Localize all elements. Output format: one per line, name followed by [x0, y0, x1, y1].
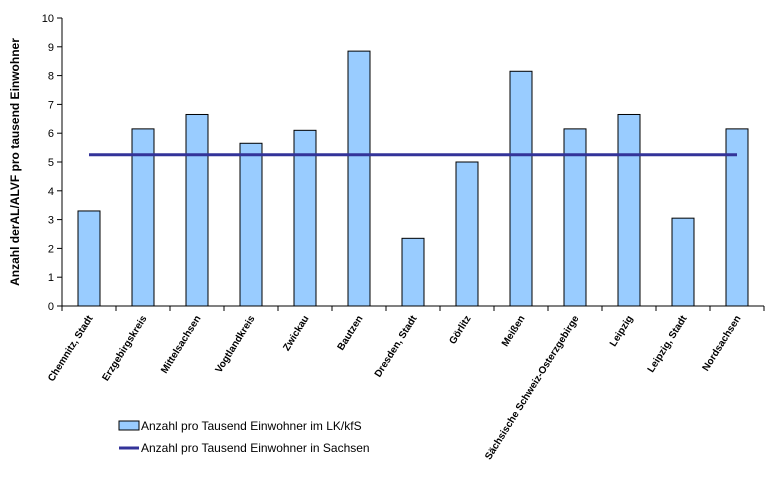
y-tick-label: 2 — [48, 243, 54, 255]
y-tick-label: 6 — [48, 128, 54, 140]
bar — [617, 113, 641, 307]
y-tick-label: 5 — [48, 157, 54, 169]
y-tick-label: 3 — [48, 215, 54, 227]
x-category-label: Sächsische Schweiz-Osterzgebirge — [483, 313, 582, 462]
bar — [347, 50, 371, 307]
x-category-label: Chemnitz, Stadt — [46, 313, 96, 383]
x-category-label: Nordsachsen — [701, 314, 744, 374]
y-axis-ticks: 0 1 2 3 4 5 6 7 8 9 10 — [42, 13, 62, 313]
x-axis-category-labels: Chemnitz, Stadt Erzgebirgskreis Mittelsach… — [46, 313, 743, 462]
x-category-label: Leipzig, Stadt — [646, 313, 690, 375]
x-category-label: Vogtlandkreis — [214, 313, 258, 375]
y-tick-label: 7 — [48, 99, 54, 111]
bar — [77, 210, 101, 307]
x-category-label: Görlitz — [447, 314, 473, 347]
x-category-label: Dresden, Stadt — [373, 313, 420, 379]
axes — [61, 18, 765, 311]
bar — [293, 129, 317, 307]
x-category-label: Bautzen — [336, 314, 366, 353]
y-tick-label: 0 — [48, 301, 54, 313]
x-category-label: Zwickau — [281, 314, 311, 353]
bar — [509, 70, 533, 307]
y-axis-label: Anzahl derAL/ALVF pro tausend Einwohner — [8, 38, 22, 286]
x-category-label: Mittelsachsen — [159, 314, 203, 376]
y-axis-title-group: Anzahl derAL/ALVF pro tausend Einwohner — [8, 38, 22, 286]
legend-bar-swatch — [118, 420, 140, 431]
legend-line-label: Anzahl pro Tausend Einwohner in Sachsen — [141, 441, 370, 455]
bar — [455, 161, 479, 307]
bar — [239, 142, 263, 307]
x-category-label: Meißen — [500, 314, 528, 349]
bar — [185, 113, 209, 307]
bar — [401, 237, 425, 307]
y-tick-label: 1 — [48, 272, 54, 284]
x-category-label: Leipzig — [608, 314, 636, 349]
legend-bar-label: Anzahl pro Tausend Einwohner im LK/kfS — [141, 419, 362, 433]
bar — [671, 217, 695, 307]
legend: Anzahl pro Tausend Einwohner im LK/kfS A… — [118, 419, 370, 455]
x-category-label: Erzgebirgskreis — [100, 313, 149, 383]
y-tick-label: 4 — [48, 186, 54, 198]
y-tick-label: 10 — [42, 13, 54, 25]
y-tick-label: 8 — [48, 71, 54, 83]
bars — [77, 50, 749, 307]
y-tick-label: 9 — [48, 42, 54, 54]
